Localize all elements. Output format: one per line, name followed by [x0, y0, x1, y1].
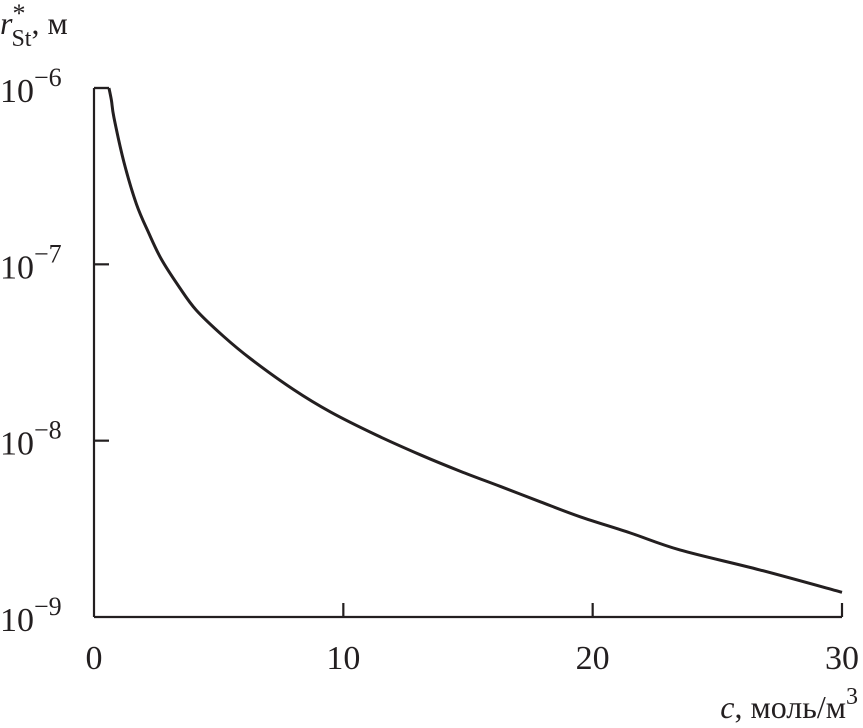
y-tick-label: 10−6	[0, 63, 62, 110]
series-line	[107, 87, 843, 594]
x-tick-label: 20	[576, 640, 610, 677]
x-tick-label: 10	[326, 640, 360, 677]
y-axis-title: r* St, м	[0, 0, 68, 52]
y-tick-label: 10−9	[0, 592, 62, 639]
y-tick-label: 10−7	[0, 239, 62, 286]
series	[94, 86, 843, 594]
x-tick-label: 30	[825, 640, 859, 677]
axes	[92, 88, 842, 619]
x-tick-label: 0	[86, 640, 103, 677]
x-axis-title: c, моль/м3	[720, 684, 858, 725]
y-tick-label: 10−8	[0, 416, 62, 463]
ticks: 0 10 20 30 10−6 10−7 10−8 10−9	[0, 63, 859, 677]
